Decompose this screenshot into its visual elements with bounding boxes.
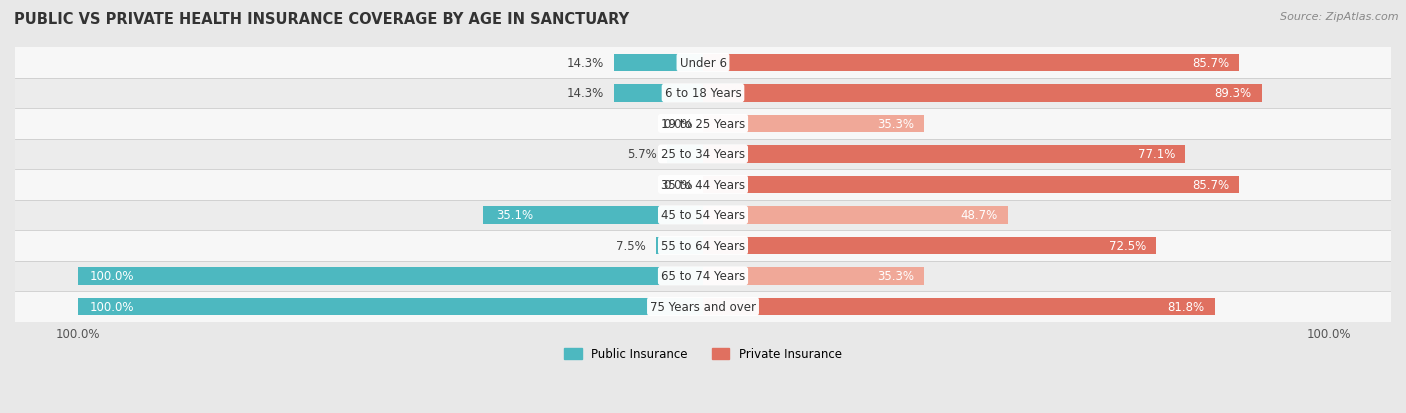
Bar [703, 115, 924, 133]
Bar [703, 298, 1215, 316]
Legend: Public Insurance, Private Insurance: Public Insurance, Private Insurance [560, 343, 846, 366]
Text: 48.7%: 48.7% [960, 209, 998, 222]
Bar [77, 298, 703, 316]
Bar [77, 268, 703, 285]
Bar [657, 237, 703, 255]
Text: 100.0%: 100.0% [90, 270, 135, 283]
Text: 25 to 34 Years: 25 to 34 Years [661, 148, 745, 161]
Text: Under 6: Under 6 [679, 57, 727, 70]
Text: 35.3%: 35.3% [877, 270, 914, 283]
Text: Source: ZipAtlas.com: Source: ZipAtlas.com [1281, 12, 1399, 22]
Bar [0, 230, 1406, 261]
Text: 7.5%: 7.5% [616, 240, 647, 252]
Text: 19 to 25 Years: 19 to 25 Years [661, 118, 745, 131]
Text: 35.3%: 35.3% [877, 118, 914, 131]
Bar [613, 85, 703, 102]
Bar [0, 292, 1406, 322]
Bar [613, 55, 703, 72]
Text: 100.0%: 100.0% [90, 300, 135, 313]
Bar [703, 146, 1185, 164]
Bar [703, 176, 1239, 194]
Bar [703, 206, 1008, 224]
Bar [0, 139, 1406, 170]
Text: 65 to 74 Years: 65 to 74 Years [661, 270, 745, 283]
Text: 77.1%: 77.1% [1137, 148, 1175, 161]
Bar [0, 48, 1406, 78]
Text: 0.0%: 0.0% [664, 178, 693, 192]
Text: 85.7%: 85.7% [1192, 178, 1229, 192]
Bar [0, 78, 1406, 109]
Bar [703, 268, 924, 285]
Text: 72.5%: 72.5% [1109, 240, 1146, 252]
Text: 0.0%: 0.0% [664, 118, 693, 131]
Bar [484, 206, 703, 224]
Bar [703, 85, 1261, 102]
Bar [0, 109, 1406, 139]
Text: 6 to 18 Years: 6 to 18 Years [665, 87, 741, 100]
Bar [0, 170, 1406, 200]
Text: 85.7%: 85.7% [1192, 57, 1229, 70]
Bar [0, 261, 1406, 292]
Text: 35 to 44 Years: 35 to 44 Years [661, 178, 745, 192]
Text: 55 to 64 Years: 55 to 64 Years [661, 240, 745, 252]
Text: 45 to 54 Years: 45 to 54 Years [661, 209, 745, 222]
Bar [703, 55, 1239, 72]
Text: 81.8%: 81.8% [1167, 300, 1205, 313]
Text: 14.3%: 14.3% [567, 57, 603, 70]
Text: 89.3%: 89.3% [1215, 87, 1251, 100]
Text: 14.3%: 14.3% [567, 87, 603, 100]
Bar [668, 146, 703, 164]
Text: 75 Years and over: 75 Years and over [650, 300, 756, 313]
Text: PUBLIC VS PRIVATE HEALTH INSURANCE COVERAGE BY AGE IN SANCTUARY: PUBLIC VS PRIVATE HEALTH INSURANCE COVER… [14, 12, 630, 27]
Text: 35.1%: 35.1% [496, 209, 533, 222]
Bar [0, 200, 1406, 230]
Text: 5.7%: 5.7% [627, 148, 658, 161]
Bar [703, 237, 1157, 255]
